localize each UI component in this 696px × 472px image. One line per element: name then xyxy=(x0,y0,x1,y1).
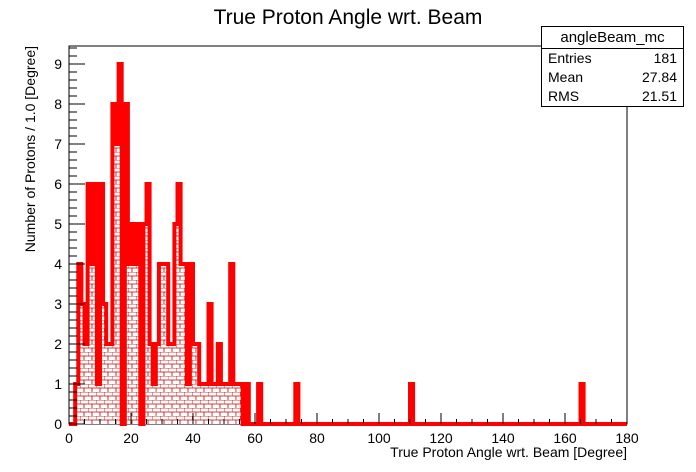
x-tick-label: 20 xyxy=(123,430,139,446)
histogram-outline xyxy=(69,62,627,426)
histogram-bin xyxy=(177,184,181,424)
stats-row-entries: Entries 181 xyxy=(542,49,683,68)
stats-box: angleBeam_mc Entries 181 Mean 27.84 RMS … xyxy=(541,26,684,107)
x-tick-label: 60 xyxy=(247,430,263,446)
stats-label: RMS xyxy=(548,88,580,104)
stats-value: 181 xyxy=(653,50,677,66)
histogram-bin xyxy=(199,384,203,424)
histogram-bin xyxy=(227,384,231,424)
histogram-bin xyxy=(186,384,190,424)
y-tick-label: 6 xyxy=(54,176,62,192)
stats-label: Entries xyxy=(548,50,592,66)
chart-title: True Proton Angle wrt. Beam xyxy=(213,6,483,29)
axes-layer: 0 20 40 60 80 100 120 140 160 180 0 1 2 3 4 5 6 7 8 9 xyxy=(54,47,639,446)
histogram-bin xyxy=(131,224,135,424)
stats-value: 27.84 xyxy=(641,69,677,85)
y-tick-label: 7 xyxy=(54,136,62,152)
stats-row-rms: RMS 21.51 xyxy=(542,87,683,106)
histogram-bin xyxy=(233,384,237,424)
histogram-bin xyxy=(103,304,107,424)
y-tick-label: 8 xyxy=(54,96,62,112)
x-tick-label: 40 xyxy=(185,430,201,446)
histogram-bin xyxy=(96,384,100,424)
histogram-bin xyxy=(106,344,110,424)
stats-title: angleBeam_mc xyxy=(542,27,683,49)
y-tick-label: 9 xyxy=(54,56,62,72)
y-tick-label: 4 xyxy=(54,256,62,272)
histogram-bin xyxy=(152,384,156,424)
histogram-bin xyxy=(236,384,240,424)
x-tick-label: 80 xyxy=(309,430,325,446)
histogram-bin xyxy=(109,344,113,424)
histogram-bin xyxy=(162,264,166,424)
y-tick-label: 3 xyxy=(54,296,62,312)
y-tick-label: 0 xyxy=(54,416,62,432)
y-tick-label: 2 xyxy=(54,336,62,352)
y-tick-label: 5 xyxy=(54,216,62,232)
stats-row-mean: Mean 27.84 xyxy=(542,68,683,87)
histogram-bin xyxy=(134,264,138,424)
histogram-bin xyxy=(127,264,131,424)
histogram-bin xyxy=(90,264,94,424)
histogram-bin xyxy=(224,384,228,424)
histogram-bin xyxy=(171,344,175,424)
histogram-bin xyxy=(211,384,215,424)
x-tick-label: 120 xyxy=(429,430,453,446)
histogram-bin xyxy=(214,384,218,424)
histogram-bin xyxy=(81,304,85,424)
histogram-bin xyxy=(168,344,172,424)
x-tick-label: 180 xyxy=(615,430,639,446)
histogram-bin xyxy=(202,384,206,424)
stats-value: 21.51 xyxy=(641,88,677,104)
x-axis-title: True Proton Angle wrt. Beam [Degree] xyxy=(390,444,627,460)
histogram-bin xyxy=(220,384,224,424)
histogram-bin xyxy=(115,144,119,424)
x-tick-label: 140 xyxy=(491,430,515,446)
x-tick-label: 0 xyxy=(65,430,73,446)
x-tick-label: 100 xyxy=(367,430,391,446)
y-axis-title: Number of Protons / 1.0 [Degree] xyxy=(22,46,38,252)
y-tick-label: 1 xyxy=(54,376,62,392)
x-tick-label: 160 xyxy=(553,430,577,446)
bins-layer xyxy=(69,62,627,426)
histogram-bin xyxy=(84,344,88,424)
histogram-bin xyxy=(193,344,197,424)
stats-label: Mean xyxy=(548,69,584,85)
histogram-bin xyxy=(180,264,184,424)
histogram-bin xyxy=(205,384,209,424)
